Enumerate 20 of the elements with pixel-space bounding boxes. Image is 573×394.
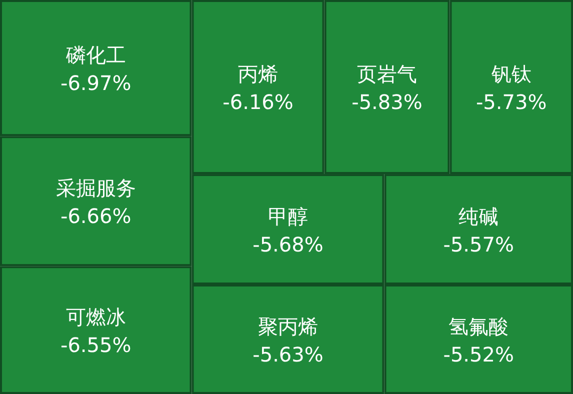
category-label: 纯碱 — [458, 204, 499, 228]
data-label: -5.57% — [443, 232, 514, 256]
data-label: -6.66% — [60, 204, 132, 228]
data-label: -6.97% — [60, 71, 132, 96]
data-label: -5.63% — [252, 342, 324, 366]
category-label: 钒钛 — [490, 62, 532, 86]
data-label: -5.68% — [252, 232, 324, 256]
data-label: -6.55% — [60, 333, 132, 358]
data-label: -5.52% — [443, 342, 514, 366]
data-label: -5.73% — [476, 90, 547, 114]
category-label: 页岩气 — [357, 62, 418, 86]
category-label: 采掘服务 — [56, 176, 136, 200]
category-label: 丙烯 — [238, 62, 278, 86]
category-label: 磷化工 — [64, 43, 126, 68]
category-label: 聚丙烯 — [258, 314, 318, 338]
data-label: -5.83% — [352, 90, 422, 114]
category-label: 可燃冰 — [66, 305, 126, 330]
category-label: 甲醇 — [268, 204, 308, 228]
data-label: -6.16% — [222, 90, 294, 114]
category-label: 氢氟酸 — [448, 314, 509, 338]
